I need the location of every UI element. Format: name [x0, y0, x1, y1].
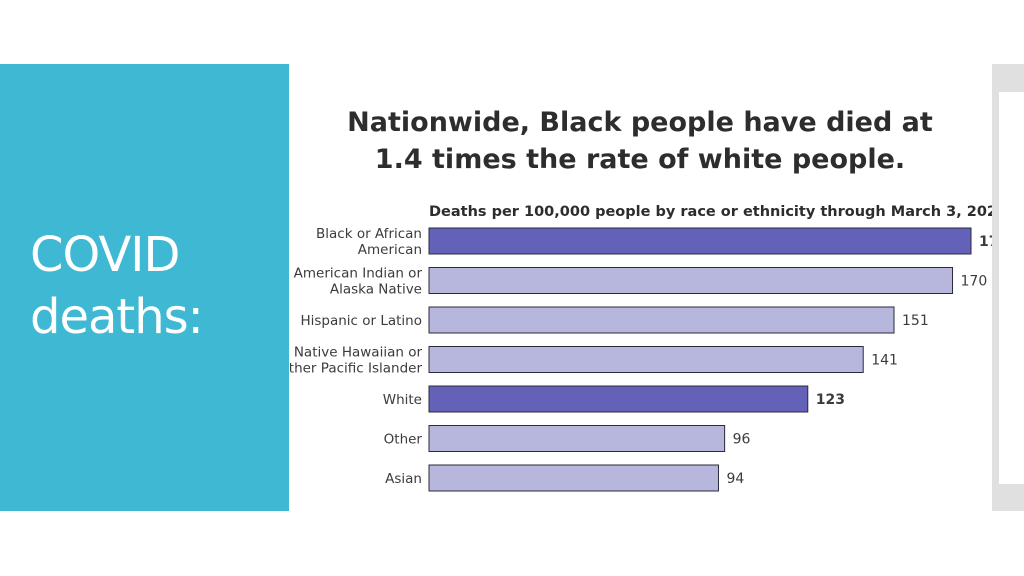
value-label: 96 [733, 432, 751, 448]
value-label: 123 [816, 392, 845, 408]
category-label: American Indian or Alaska Native [294, 266, 423, 298]
category-label-line: American Indian or [294, 266, 423, 282]
right-bracket-inner [999, 92, 1024, 484]
category-label-line: Alaska Native [330, 282, 422, 298]
category-label-line: Asian [385, 471, 422, 487]
category-label-line: Hispanic or Latino [300, 313, 422, 329]
chart-title: Nationwide, Black people have died at 1.… [290, 104, 990, 178]
category-label-line: Other Pacific Islander [290, 361, 422, 377]
category-label: Native Hawaiian or Other Pacific Islander [290, 345, 422, 377]
category-label: White [383, 392, 422, 408]
chart-title-line-2: 1.4 times the rate of white people. [374, 144, 906, 175]
category-label: Hispanic or Latino [300, 313, 422, 329]
category-label-line: Black or African [316, 226, 422, 242]
slide-title-line-2: deaths: [30, 289, 204, 345]
chart-subtitle: Deaths per 100,000 people by race or eth… [429, 204, 992, 220]
bar-row: Hispanic or Latino 151 [300, 306, 929, 334]
bar-row: Asian 94 [385, 464, 744, 492]
category-label: Black or African American [316, 226, 422, 258]
bar-chart: Deaths per 100,000 people by race or eth… [290, 204, 992, 492]
right-bracket-decoration [992, 64, 1024, 511]
slide-title: COVID deaths: [30, 224, 280, 348]
bar-row: Native Hawaiian or Other Pacific Islander… [290, 345, 898, 377]
value-label: 141 [871, 353, 898, 369]
chart-title-line-1: Nationwide, Black people have died at [347, 107, 933, 138]
value-label: 170 [961, 274, 988, 290]
category-label-line: American [358, 242, 422, 258]
bar [428, 267, 954, 294]
category-label: Other [384, 432, 423, 448]
bar [428, 425, 726, 452]
category-label-line: White [383, 392, 422, 408]
slide-title-line-1: COVID [30, 227, 180, 283]
bar-row: Other 96 [384, 425, 751, 452]
value-label: 176 [979, 234, 992, 250]
category-label-line: Native Hawaiian or [294, 345, 423, 361]
value-label: 151 [902, 313, 929, 329]
bar [428, 306, 895, 334]
bar [428, 346, 864, 373]
category-label: Asian [385, 471, 422, 487]
category-label-line: Other [384, 432, 423, 448]
bar [428, 385, 809, 413]
value-label: 94 [726, 471, 744, 487]
bar [428, 464, 719, 492]
title-panel [0, 64, 289, 511]
bar [428, 227, 972, 255]
bar-row: American Indian or Alaska Native 170 [294, 266, 988, 298]
bar-row: White 123 [383, 385, 845, 413]
